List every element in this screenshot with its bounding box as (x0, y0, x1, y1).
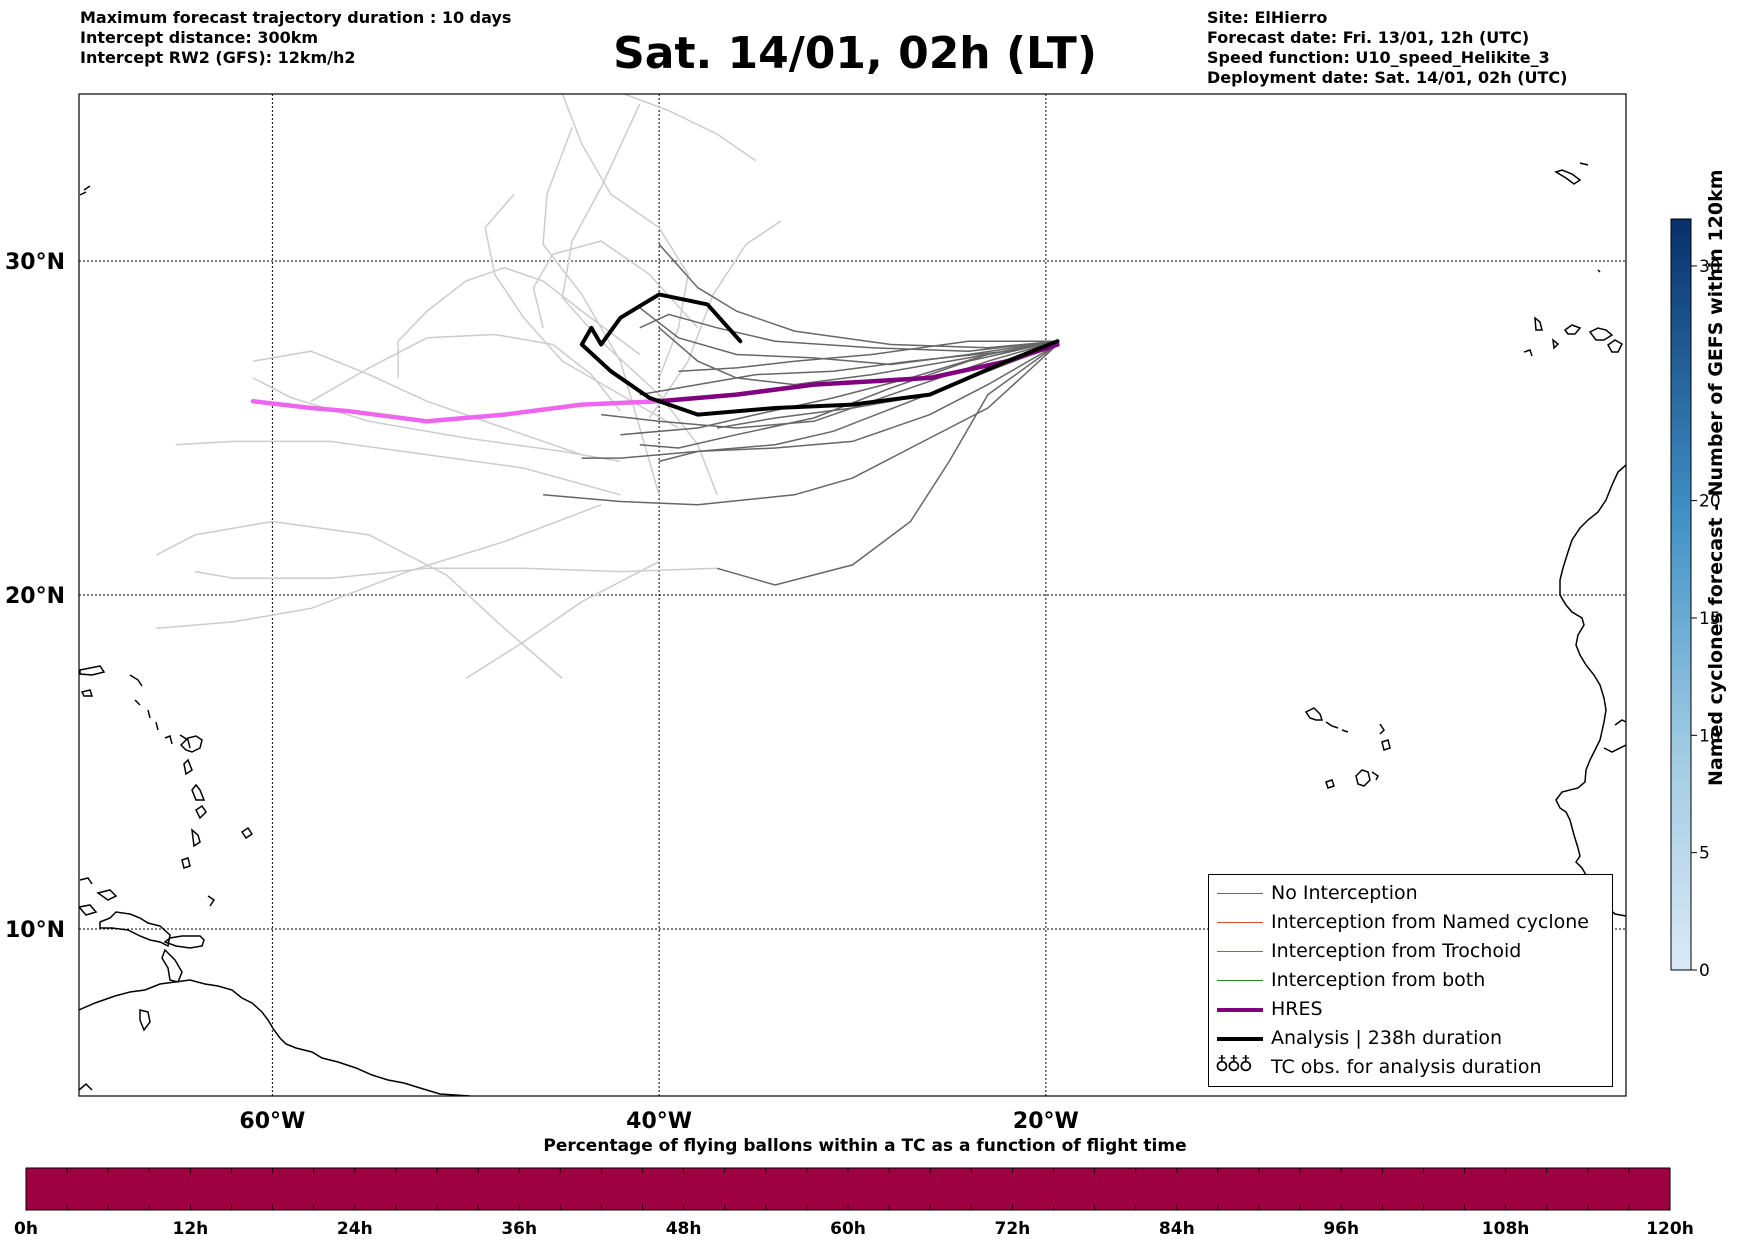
header-left-info: Maximum forecast trajectory duration : 1… (80, 8, 511, 68)
faded-track (532, 240, 699, 329)
faded-track (310, 333, 621, 412)
lon-tick-label: 40°W (626, 1109, 692, 1134)
legend-item-both: Interception from both (1209, 966, 1612, 995)
lat-tick-label: 20°N (5, 584, 65, 609)
lon-tick-label: 60°W (239, 1109, 305, 1134)
faded-track (397, 266, 641, 378)
page-title: Sat. 14/01, 02h (LT) (613, 28, 1097, 79)
coastlines (79, 162, 1626, 1096)
bottom-bar-title: Percentage of flying ballons within a TC… (543, 1136, 1187, 1156)
no-interception-track (639, 340, 1058, 396)
intercept-distance-label: Intercept distance: 300km (80, 28, 319, 47)
legend-label: No Interception (1271, 882, 1418, 904)
analysis-track (579, 292, 1060, 417)
faded-track (252, 350, 583, 456)
no-interception-track (658, 327, 1058, 386)
lon-tick-label: 20°W (1013, 1109, 1079, 1134)
legend-label: TC obs. for analysis duration (1271, 1056, 1542, 1078)
legend-label: Interception from Named cyclone (1271, 911, 1589, 933)
no-interception-track (678, 340, 1058, 372)
intercept-rw2-label: Intercept RW2 (GFS): 12km/h2 (80, 48, 356, 67)
faded-tracks (156, 94, 782, 680)
legend-item-tc-obs: ♁♁♁ TC obs. for analysis duration (1209, 1053, 1612, 1082)
cyclone-symbol-icon: ♁♁♁ (1215, 1054, 1253, 1076)
no-interception-tracks (543, 243, 1059, 586)
faded-track (175, 440, 621, 496)
faded-track (561, 103, 718, 496)
no-interception-track (543, 343, 1059, 506)
legend-item-no-interception: No Interception (1209, 879, 1612, 908)
map-tick-labels: 30°N 20°N 10°N 60°W 40°W 20°W (5, 250, 1079, 1134)
no-interception-track (716, 343, 1058, 586)
no-interception-track (658, 343, 1058, 463)
site-label: Site: ElHierro (1207, 8, 1328, 27)
faded-track (465, 560, 660, 680)
legend-label: Interception from both (1271, 969, 1486, 991)
faded-track (484, 193, 679, 429)
no-interception-track (639, 340, 1058, 449)
deployment-date-label: Deployment date: Sat. 14/01, 02h (UTC) (1207, 68, 1568, 87)
legend-swatch (1217, 951, 1263, 952)
map-frame (78, 93, 1627, 1097)
legend-swatch (1217, 1008, 1263, 1012)
faded-track (194, 567, 718, 580)
legend-swatch (1217, 980, 1263, 981)
lat-tick-label: 10°N (5, 918, 65, 943)
no-interception-track (601, 340, 1058, 429)
colorbar-title: Named cyclones forecast - Number of GEFS… (1705, 169, 1727, 786)
faded-track (156, 504, 602, 630)
faded-track (648, 220, 782, 419)
header-right-info: Site: ElHierro Forecast date: Fri. 13/01… (1207, 8, 1567, 88)
faded-track (542, 127, 660, 496)
legend-label: HRES (1271, 998, 1323, 1020)
faded-track (156, 520, 563, 680)
forecast-date-label: Forecast date: Fri. 13/01, 12h (UTC) (1207, 28, 1530, 47)
legend: No Interception Interception from Named … (1208, 874, 1613, 1087)
legend-label: Interception from Trochoid (1271, 940, 1522, 962)
legend-item-hres: HRES (1209, 995, 1612, 1024)
no-interception-track (658, 243, 1058, 349)
max-duration-label: Maximum forecast trajectory duration : 1… (80, 8, 512, 27)
legend-item-trochoid: Interception from Trochoid (1209, 937, 1612, 966)
legend-swatch (1217, 922, 1263, 923)
no-interception-track (639, 313, 1058, 352)
speed-function-label: Speed function: U10_speed_Helikite_3 (1207, 48, 1550, 67)
hres-track-faded (250, 399, 662, 424)
faded-track (252, 377, 621, 463)
legend-item-named-cyclone: Interception from Named cyclone (1209, 908, 1612, 937)
faded-track (561, 94, 689, 379)
legend-item-analysis: Analysis | 238h duration (1209, 1024, 1612, 1053)
legend-swatch (1217, 1037, 1263, 1041)
lat-tick-label: 30°N (5, 250, 65, 275)
legend-label: Analysis | 238h duration (1271, 1027, 1503, 1049)
faded-track (624, 94, 757, 162)
legend-swatch (1217, 893, 1263, 894)
